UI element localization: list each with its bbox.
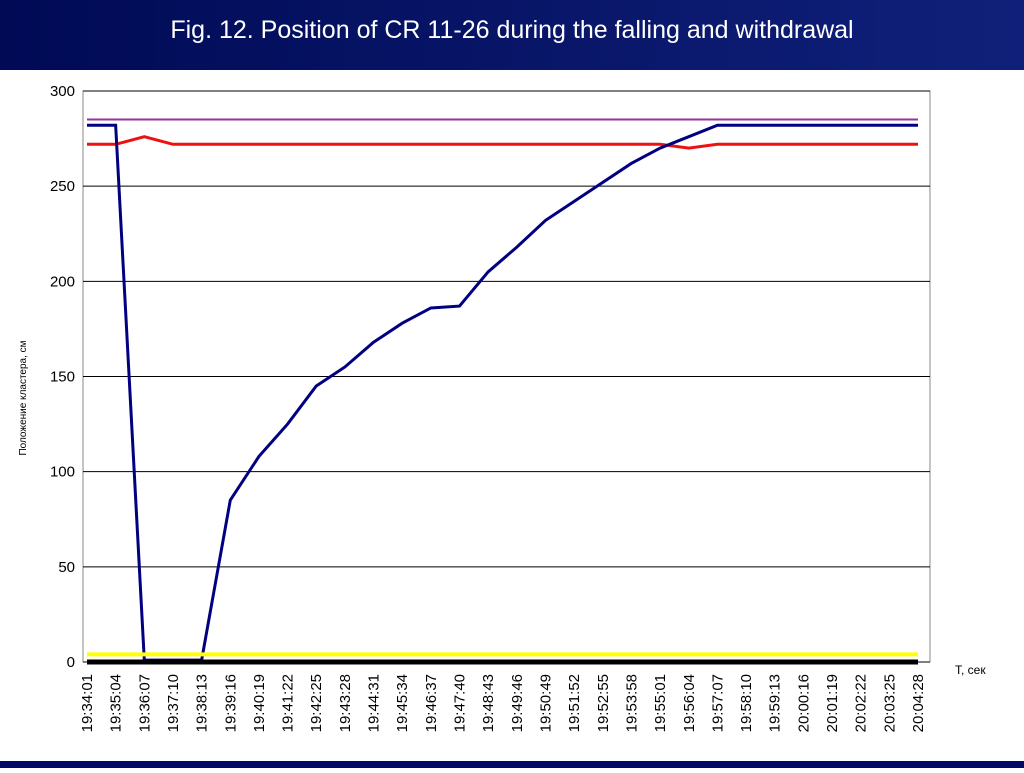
x-tick-label: 19:34:01 [79, 674, 96, 732]
x-tick-label: 20:00:16 [795, 674, 812, 732]
series-line [87, 135, 918, 150]
x-tick-label: 19:43:28 [337, 674, 354, 732]
x-tick-label: 19:42:25 [308, 674, 325, 732]
x-tick-label: 19:39:16 [222, 674, 239, 732]
x-tick-label: 19:41:22 [280, 674, 297, 732]
x-tick-label: 19:44:31 [366, 674, 383, 732]
x-tick-label: 19:51:52 [566, 674, 583, 732]
x-tick-label: 19:47:40 [452, 674, 469, 732]
x-tick-label: 19:57:07 [709, 674, 726, 732]
x-tick-label: 19:48:43 [480, 674, 497, 732]
x-tick-label: 19:58:10 [738, 674, 755, 732]
x-tick-label: 19:46:37 [423, 674, 440, 732]
y-tick-label: 250 [50, 178, 75, 195]
x-axis-label: Т, сек [955, 663, 986, 677]
y-tick-label: 150 [50, 369, 75, 386]
y-axis-label: Положение кластера, см [18, 340, 29, 455]
x-tick-label: 19:52:55 [595, 674, 612, 732]
y-tick-label: 100 [50, 464, 75, 481]
x-tick-label: 19:50:49 [537, 674, 554, 732]
x-tick-label: 19:55:01 [652, 674, 669, 732]
chart-title: Fig. 12. Position of CR 11-26 during the… [170, 16, 853, 44]
x-tick-label: 20:01:19 [824, 674, 841, 732]
footer-band [0, 761, 1024, 768]
x-tick-label: 19:59:13 [767, 674, 784, 732]
y-tick-label: 50 [58, 559, 75, 576]
y-tick-label: 200 [50, 273, 75, 290]
x-tick-label: 20:04:28 [910, 674, 927, 732]
x-tick-label: 19:40:19 [251, 674, 268, 732]
header-band [0, 0, 1024, 70]
x-tick-label: 20:03:25 [881, 674, 898, 732]
x-tick-label: 19:36:07 [136, 674, 153, 732]
x-tick-label: 19:38:13 [194, 674, 211, 732]
x-tick-label: 19:45:34 [394, 674, 411, 732]
x-tick-label: 19:53:58 [623, 674, 640, 732]
x-tick-label: 19:37:10 [165, 674, 182, 732]
x-tick-label: 19:35:04 [108, 674, 125, 732]
x-tick-label: 19:49:46 [509, 674, 526, 732]
x-tick-label: 20:02:22 [853, 674, 870, 732]
series-line [87, 123, 918, 662]
x-tick-label: 19:56:04 [681, 674, 698, 732]
y-tick-label: 300 [50, 83, 75, 100]
y-tick-label: 0 [67, 654, 75, 671]
